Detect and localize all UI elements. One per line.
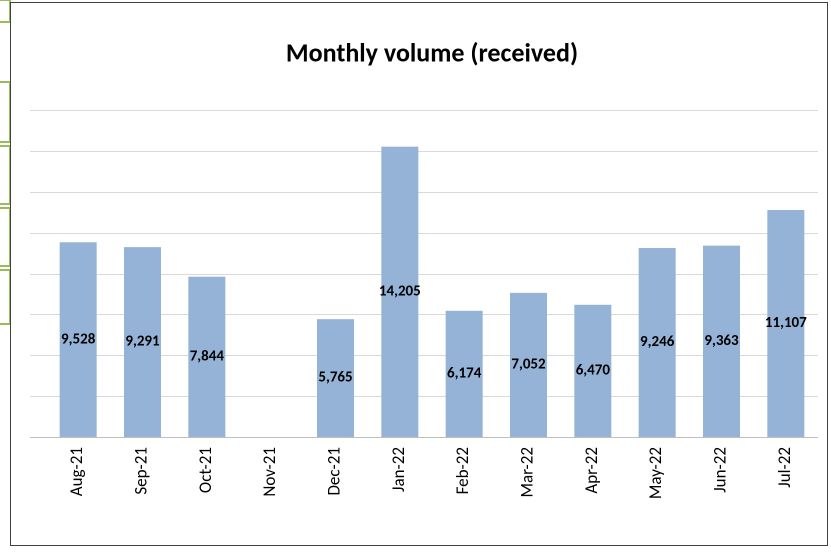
cell <box>0 81 11 143</box>
bar <box>59 242 97 437</box>
data-label: 11,107 <box>765 314 807 332</box>
x-tick-label: Sep-21 <box>131 447 152 495</box>
sheet-cells <box>0 0 11 325</box>
x-tick-label: Apr-22 <box>581 447 602 494</box>
bar <box>638 248 676 437</box>
data-label: 9,246 <box>640 333 675 351</box>
x-tick-label: Nov-21 <box>259 447 280 497</box>
x-tick-label: May-22 <box>645 447 666 499</box>
data-label: 14,205 <box>379 282 421 300</box>
data-label: 7,052 <box>511 356 546 374</box>
x-tick-label: Mar-22 <box>517 447 538 498</box>
bar <box>188 276 226 437</box>
bar <box>445 310 483 437</box>
bar <box>124 247 161 437</box>
x-tick-label: Jul-22 <box>774 447 795 488</box>
x-tick-label: Aug-21 <box>66 447 87 496</box>
data-label: 9,528 <box>61 330 96 348</box>
cell <box>0 207 11 267</box>
bar <box>317 319 354 437</box>
cell <box>0 269 11 325</box>
cell <box>0 145 11 205</box>
x-tick-label: Jun-22 <box>710 447 731 493</box>
bar <box>767 210 805 437</box>
cell <box>0 0 11 23</box>
bar <box>574 304 612 437</box>
data-label: 6,174 <box>447 365 482 383</box>
x-tick-label: Feb-22 <box>452 447 473 494</box>
x-tick-label: Jan-22 <box>388 447 409 492</box>
data-label: 5,765 <box>318 369 352 387</box>
x-tick-label: Dec-21 <box>324 447 345 496</box>
bar <box>381 146 419 438</box>
bar <box>703 245 740 437</box>
data-label: 7,844 <box>190 347 225 365</box>
x-tick-label: Oct-21 <box>195 447 216 493</box>
data-label: 6,470 <box>576 362 611 380</box>
bar <box>510 292 547 437</box>
data-label: 9,291 <box>125 333 160 351</box>
chart-title: Monthly volume (received) <box>286 36 578 68</box>
data-label: 9,363 <box>704 332 739 350</box>
